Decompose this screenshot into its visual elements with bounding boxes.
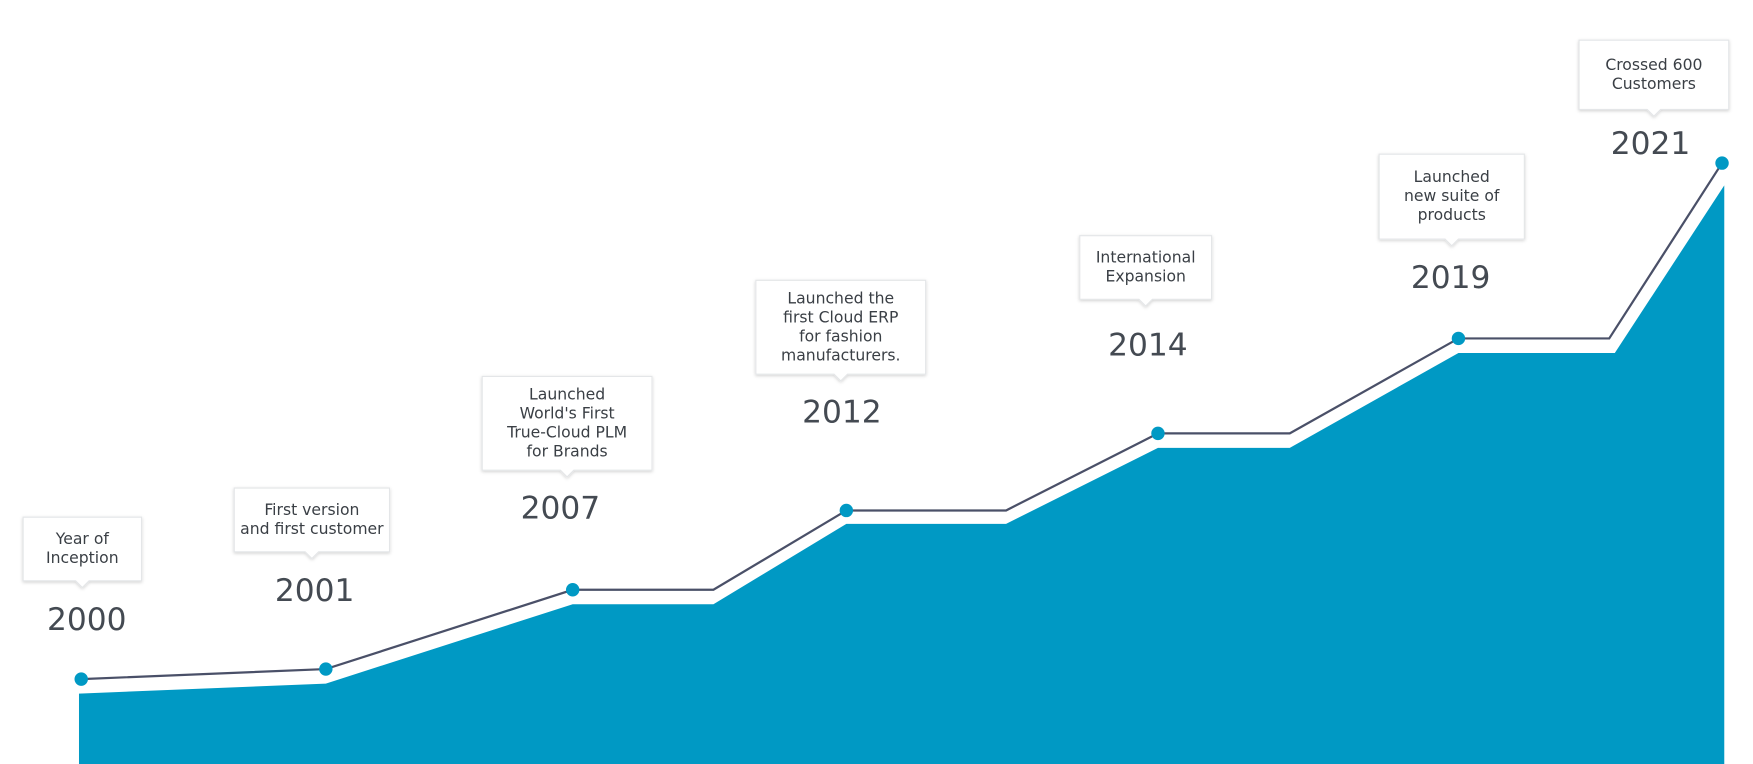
growth-line [81, 162, 1723, 681]
callout-box [1378, 153, 1525, 247]
callout-box [233, 487, 391, 560]
callout-box [1079, 235, 1213, 307]
milestone-dot [839, 503, 854, 518]
milestone-label: Launched the [787, 288, 894, 307]
milestone-label: new suite of [1404, 186, 1500, 205]
milestone-label: Launched [1414, 167, 1490, 186]
milestone-dot [74, 672, 88, 686]
milestone-label: for Brands [527, 441, 608, 460]
milestone-label: World's First [520, 403, 615, 422]
milestone-dot [319, 662, 333, 676]
milestone-label: products [1418, 205, 1486, 224]
milestone-year: 2012 [802, 394, 882, 430]
milestone-label: True-Cloud PLM [506, 422, 627, 441]
milestone-dot [1151, 426, 1165, 441]
callout-box [755, 279, 927, 382]
milestone-label: Year of [55, 529, 110, 548]
milestone-year: 2001 [275, 573, 355, 609]
milestone-label: First version [264, 500, 359, 519]
callout-box [22, 516, 143, 589]
milestone-label: for fashion [799, 326, 882, 345]
milestone-label: and first customer [240, 519, 384, 538]
milestone-year: 2014 [1108, 327, 1188, 363]
milestone-label: Customers [1612, 74, 1696, 93]
growth-area [78, 185, 1725, 764]
callout-box [481, 375, 653, 478]
milestone-year: 2007 [521, 490, 601, 526]
milestone-year: 2019 [1411, 260, 1491, 296]
milestone-label: manufacturers. [781, 345, 901, 364]
milestone-label: International [1096, 248, 1196, 267]
milestone-dot [565, 583, 580, 597]
milestone-label: Inception [46, 548, 119, 567]
milestone-dot [1451, 331, 1466, 346]
callout-box [1578, 39, 1730, 117]
milestone-year: 2021 [1611, 126, 1691, 162]
milestone-label: Launched [529, 384, 605, 403]
milestone-label: Expansion [1105, 267, 1185, 286]
milestone-year: 2000 [47, 602, 127, 638]
milestone-dot [1715, 156, 1729, 170]
milestone-label: first Cloud ERP [783, 307, 898, 326]
milestone-label: Crossed 600 [1605, 55, 1702, 74]
